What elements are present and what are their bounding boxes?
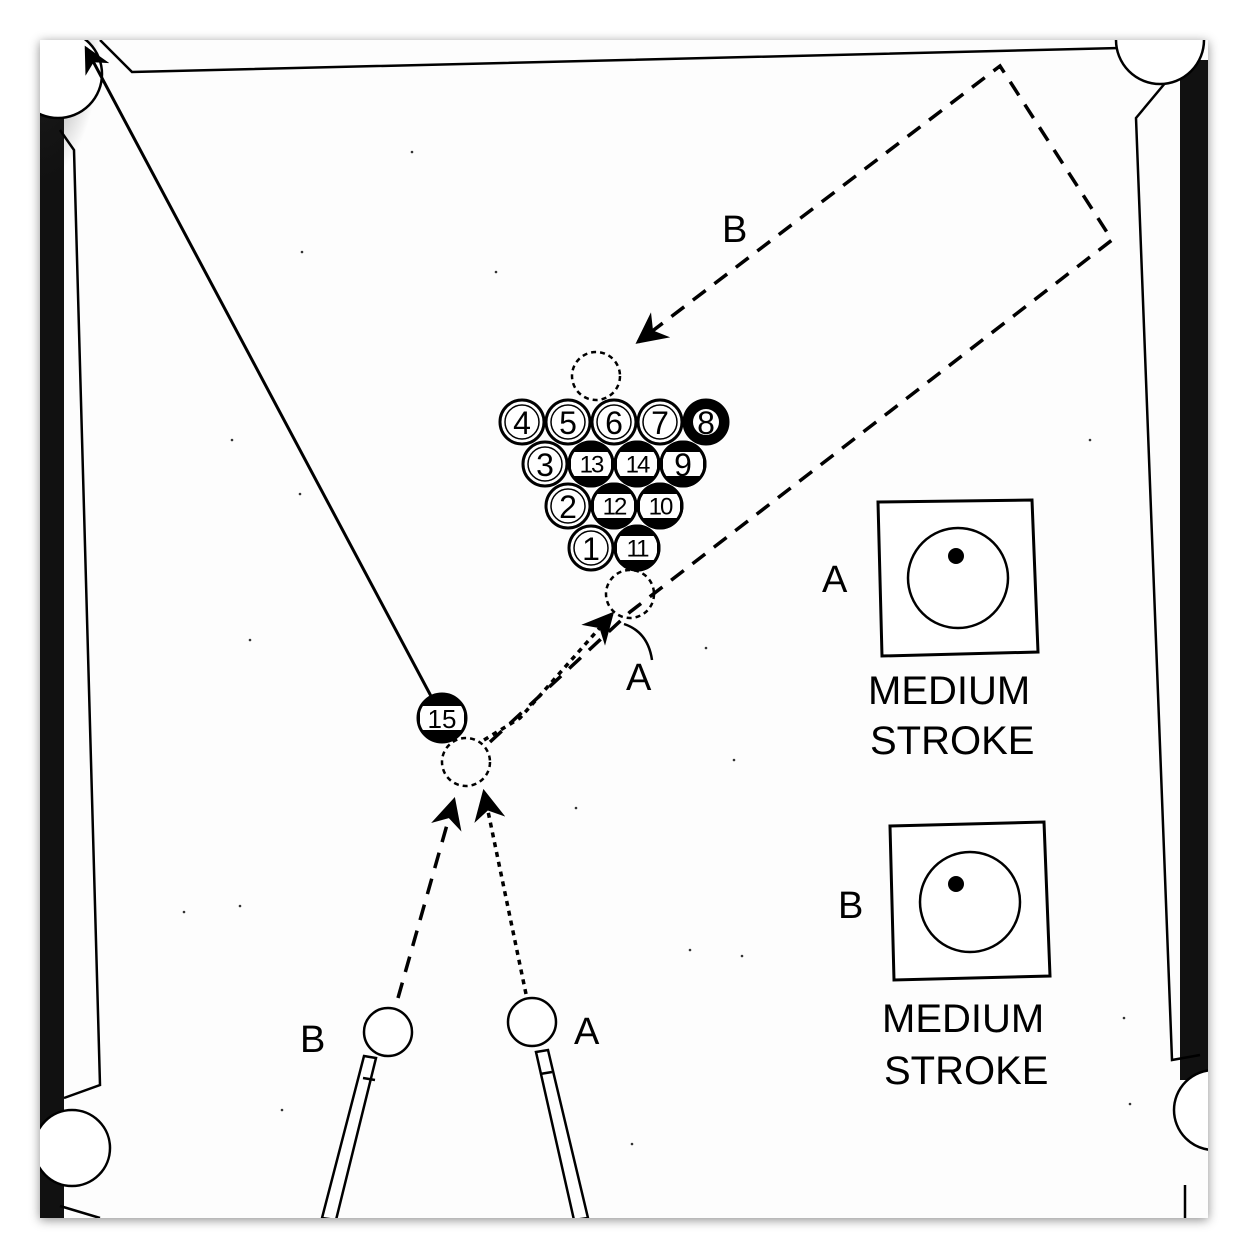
diagram-frame: 15 4 5 6 7 8 3 13 14 9 2 12 10 1 11 B A B A A MEDIUM … [40,40,1208,1218]
rack-ball-1: 1 [567,524,615,572]
rack-ball-number: 9 [674,447,692,483]
tip-ball-outline [906,526,1010,630]
cue-stick-b [320,1054,378,1218]
rack-ball-14: 14 [613,440,661,488]
tip-ball-outline [918,850,1022,954]
bottom-left-cushion [59,1204,101,1218]
cue-tip-diagram-b: B MEDIUM STROKE [838,820,1052,1093]
cue-b-path [396,796,462,999]
cue-ball-a-label: A [574,1011,600,1053]
ghost-ball-contact [440,736,492,788]
cue-a-path [474,788,528,995]
path-b-label: B [722,209,747,251]
top-cushion [99,40,1121,74]
ball-rack: 4 5 6 7 83 13 14 92 12 101 11 [498,398,730,572]
rack-ball-13: 13 [567,440,615,488]
rack-ball-3: 3 [521,440,569,488]
rack-ball-6: 6 [590,398,638,446]
rack-ball-number: 4 [513,405,531,441]
tip-contact-dot [948,548,964,564]
object-ball-path [84,45,434,699]
path-a-label: A [626,657,652,699]
rack-ball-7: 7 [636,398,684,446]
pool-table-diagram: 15 4 5 6 7 83 13 14 92 12 101 11 B A B A A MEDIUM … [40,40,1208,1218]
stroke-text-b-line1: MEDIUM [882,997,1044,1041]
right-cushion [1134,69,1201,1062]
shot-a-hook [623,622,654,661]
rack-ball-number: 8 [697,405,715,441]
rack-ball-number: 12 [603,494,627,521]
rack-ball-number: 10 [649,494,673,521]
cue-tip-label-b: B [838,885,863,927]
rack-ball-8: 8 [682,398,730,446]
left-rail-shadow [40,90,64,1218]
ghost-ball-rack-top [570,350,622,402]
cue-ball-b [362,1006,414,1058]
rack-ball-number: 5 [559,405,577,441]
rack-ball-number: 7 [651,405,669,441]
rack-ball-number: 6 [605,405,623,441]
object-ball-15: 15 [416,692,468,744]
rack-ball-number: 11 [627,536,650,563]
cue-stick-a [534,1048,590,1218]
stroke-text-a-line1: MEDIUM [868,669,1030,713]
cue-ball-b-label: B [300,1019,325,1061]
pocket-bottom-left [40,1108,112,1188]
cue-ball-a [506,996,558,1048]
rack-ball-number: 14 [626,452,650,479]
rack-ball-10: 10 [636,482,684,530]
pocket-top-right [1114,40,1206,86]
tip-contact-dot [948,876,964,892]
rack-ball-2: 2 [544,482,592,530]
rack-ball-4: 4 [498,398,546,446]
ball-15-number: 15 [428,704,457,734]
cue-tip-diagram-a: A MEDIUM STROKE [822,498,1040,763]
right-rail-shadow [1180,60,1208,1080]
rack-ball-9: 9 [659,440,707,488]
cue-tip-label-a: A [822,559,848,601]
cloth-specks [182,150,1132,1146]
left-cushion [58,129,102,1100]
stroke-text-b-line2: STROKE [884,1049,1048,1093]
rack-ball-number: 2 [559,489,577,525]
rack-ball-number: 1 [582,531,600,567]
rack-ball-12: 12 [590,482,638,530]
rack-ball-5: 5 [544,398,592,446]
rack-ball-11: 11 [613,524,661,572]
rack-ball-number: 3 [536,447,554,483]
pocket-bottom-right [1172,1069,1208,1151]
stroke-text-a-line2: STROKE [870,719,1034,763]
rack-ball-number: 13 [580,452,604,479]
shot-a-path [483,611,615,742]
